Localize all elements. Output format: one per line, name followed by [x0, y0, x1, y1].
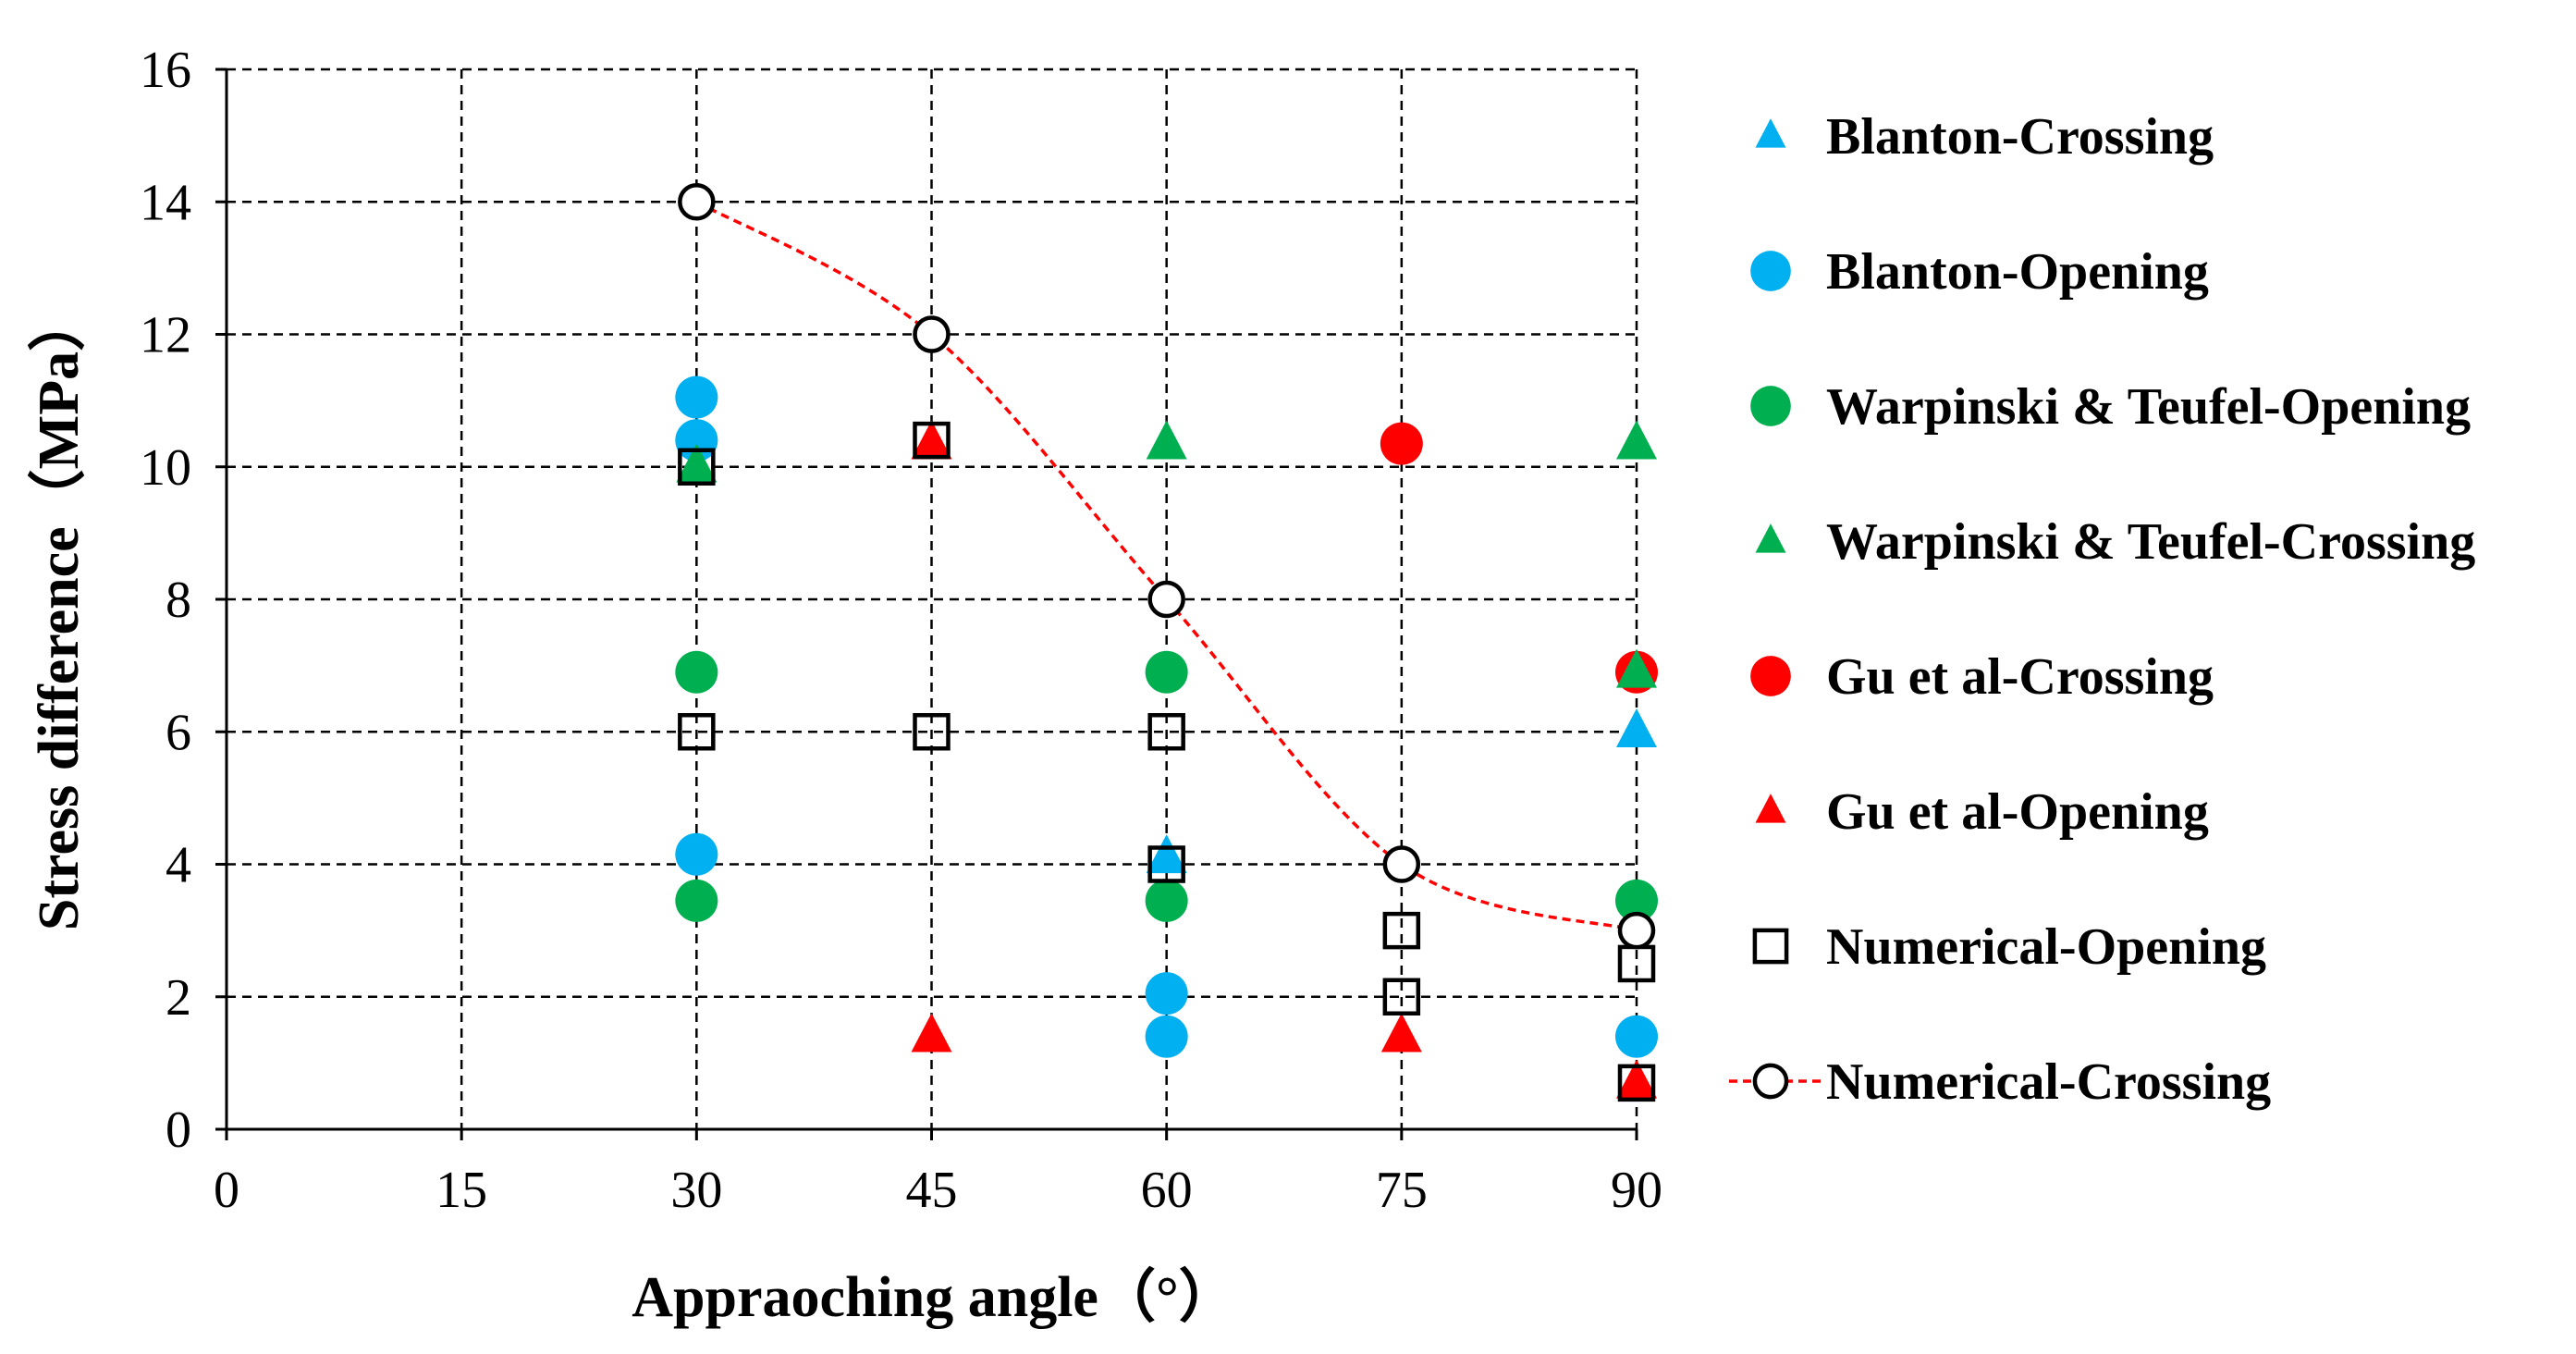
y-tick-label: 6	[166, 704, 191, 761]
blanton-opening-point	[1615, 1015, 1658, 1058]
gu-et-al-opening-point	[911, 1013, 952, 1052]
x-tick-label: 30	[670, 1162, 722, 1219]
x-tick-label: 90	[1611, 1162, 1662, 1219]
legend: Blanton-Crossing Blanton-Opening Warpinski…	[1729, 108, 2475, 1111]
legend-marker-blanton-opening	[1750, 251, 1791, 291]
y-tick-label: 8	[166, 572, 191, 629]
warpinski-teufel-opening-point	[675, 879, 718, 922]
warpinski-teufel-opening-point	[1145, 650, 1188, 694]
y-tick-label: 0	[166, 1102, 191, 1159]
y-tick-label: 12	[140, 307, 191, 364]
legend-label-gu-et-al-opening: Gu et al-Opening	[1826, 783, 2209, 841]
numerical-crossing-point	[678, 183, 716, 221]
legend-marker-gu-et-al-opening	[1755, 794, 1786, 823]
grid	[227, 68, 1638, 1129]
blanton-opening-point	[675, 375, 718, 419]
legend-label-gu-et-al-crossing: Gu et al-Crossing	[1826, 648, 2214, 706]
x-tick-label: 0	[214, 1162, 239, 1219]
numerical-opening-point	[913, 421, 951, 460]
blanton-opening-point	[1145, 1015, 1188, 1058]
axes	[215, 68, 1638, 1140]
legend-label-numerical-opening: Numerical-Opening	[1826, 918, 2266, 976]
y-tick-label: 4	[166, 837, 191, 894]
blanton-crossing-point	[1616, 708, 1657, 748]
warpinski-teufel-crossing-point	[1616, 648, 1657, 688]
numerical-opening-point	[1382, 978, 1421, 1016]
x-tick-label: 15	[435, 1162, 487, 1219]
legend-label-blanton-opening: Blanton-Opening	[1826, 243, 2209, 301]
numerical-opening-point	[678, 713, 716, 751]
numerical-opening-point	[913, 713, 951, 751]
legend-label-blanton-crossing: Blanton-Crossing	[1826, 108, 2214, 166]
x-axis-title: Appraoching angle（°）	[632, 1264, 1235, 1329]
warpinski-teufel-crossing-point	[1616, 420, 1657, 460]
warpinski-teufel-crossing-point	[1146, 420, 1187, 460]
blanton-crossing-point	[1146, 834, 1187, 874]
blanton-opening-point	[675, 832, 718, 876]
numerical-opening-point	[1382, 911, 1421, 950]
y-tick-label: 10	[140, 439, 191, 497]
numerical-opening-point	[1147, 845, 1185, 883]
legend-label-numerical-crossing: Numerical-Crossing	[1826, 1053, 2271, 1111]
gu-et-al-crossing-point	[1380, 422, 1423, 465]
warpinski-teufel-opening-point	[675, 650, 718, 694]
numerical-opening-point	[1617, 1064, 1656, 1102]
numerical-crossing-point	[913, 315, 951, 353]
legend-marker-gu-et-al-crossing	[1750, 656, 1791, 696]
numerical-crossing-point	[1147, 580, 1185, 619]
x-tick-label: 75	[1376, 1162, 1428, 1219]
legend-label-warpinski-teufel-opening: Warpinski & Teufel-Opening	[1826, 378, 2471, 436]
gu-et-al-opening-point	[1380, 1013, 1422, 1052]
x-tick-label: 60	[1141, 1162, 1193, 1219]
legend-marker-warpinski-teufel-crossing	[1755, 523, 1786, 553]
legend-marker-numerical-opening	[1752, 928, 1789, 965]
gu-et-al-opening-point	[1616, 1059, 1657, 1099]
warpinski-teufel-opening-point	[1145, 879, 1188, 922]
warpinski-teufel-crossing-point	[676, 443, 718, 483]
legend-marker-warpinski-teufel-opening	[1750, 386, 1791, 426]
numerical-opening-point	[1147, 713, 1185, 751]
blanton-opening-point	[1145, 972, 1188, 1016]
numerical-opening-point	[678, 448, 716, 486]
y-tick-label: 14	[140, 174, 191, 231]
tick-labels: 0 2 4 6 8 10 12 14 16 0 15 30 45 60 75 90	[140, 42, 1662, 1219]
legend-marker-numerical-crossing	[1752, 1063, 1789, 1100]
y-tick-label: 2	[166, 969, 191, 1027]
gu-et-al-opening-point	[911, 420, 952, 460]
legend-label-warpinski-teufel-crossing: Warpinski & Teufel-Crossing	[1826, 513, 2475, 571]
data-points	[675, 183, 1658, 1102]
legend-marker-blanton-crossing	[1755, 118, 1786, 148]
y-axis-title: Stress difference（MPa）	[26, 294, 91, 930]
y-tick-label: 16	[140, 42, 191, 99]
x-tick-label: 45	[906, 1162, 958, 1219]
numerical-crossing-point	[1617, 911, 1656, 950]
warpinski-teufel-opening-point	[1615, 879, 1658, 922]
numerical-crossing-point	[1382, 845, 1421, 883]
